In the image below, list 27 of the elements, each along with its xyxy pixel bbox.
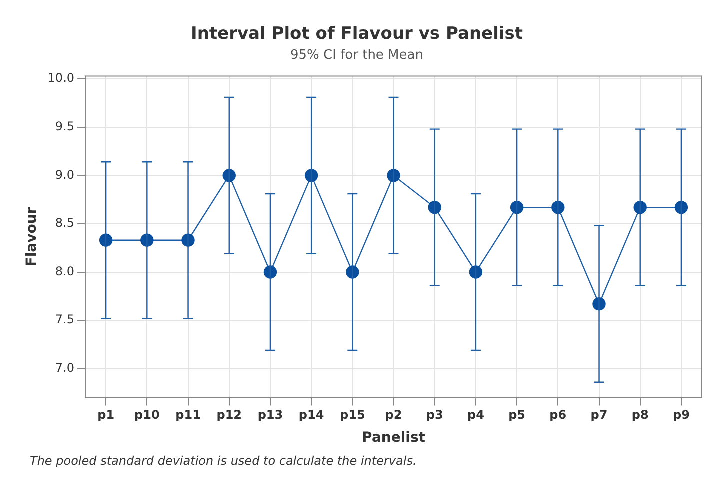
x-tick-label: p10 [134,408,160,422]
x-tick-label: p15 [340,408,366,422]
y-axis-title: Flavour [24,207,40,267]
x-axis-title: Panelist [362,430,426,446]
y-tick-label: 7.0 [55,360,75,375]
x-tick-label: p9 [672,408,690,422]
x-tick-label: p4 [467,408,484,422]
y-tick-label: 9.5 [55,120,75,134]
x-tick-label: p6 [550,408,567,422]
x-tick-label: p12 [216,408,242,422]
chart-subtitle: 95% CI for the Mean [290,48,424,63]
x-tick-label: p8 [632,408,649,422]
text: The pooled standard deviation is used to calculate the intervals. [30,454,417,468]
x-tick-label: p3 [426,408,444,422]
x-tick-label: p14 [298,408,324,422]
x-tick-label: p5 [508,408,526,422]
x-tick-label: p13 [258,408,284,422]
y-tick-label: 10.0 [48,71,75,86]
y-tick-label: 9.0 [55,168,75,182]
x-tick-label: p2 [385,408,402,422]
chart-title: Interval Plot of Flavour vs Panelist [190,24,524,44]
y-tick-label: 7.5 [55,312,75,327]
x-tick-label: p7 [590,408,608,422]
y-tick-label: 8.5 [55,216,75,230]
x-tick-label: p11 [176,408,201,422]
x-tick-label: p1 [98,408,115,422]
y-tick-label: 8.0 [55,264,75,278]
